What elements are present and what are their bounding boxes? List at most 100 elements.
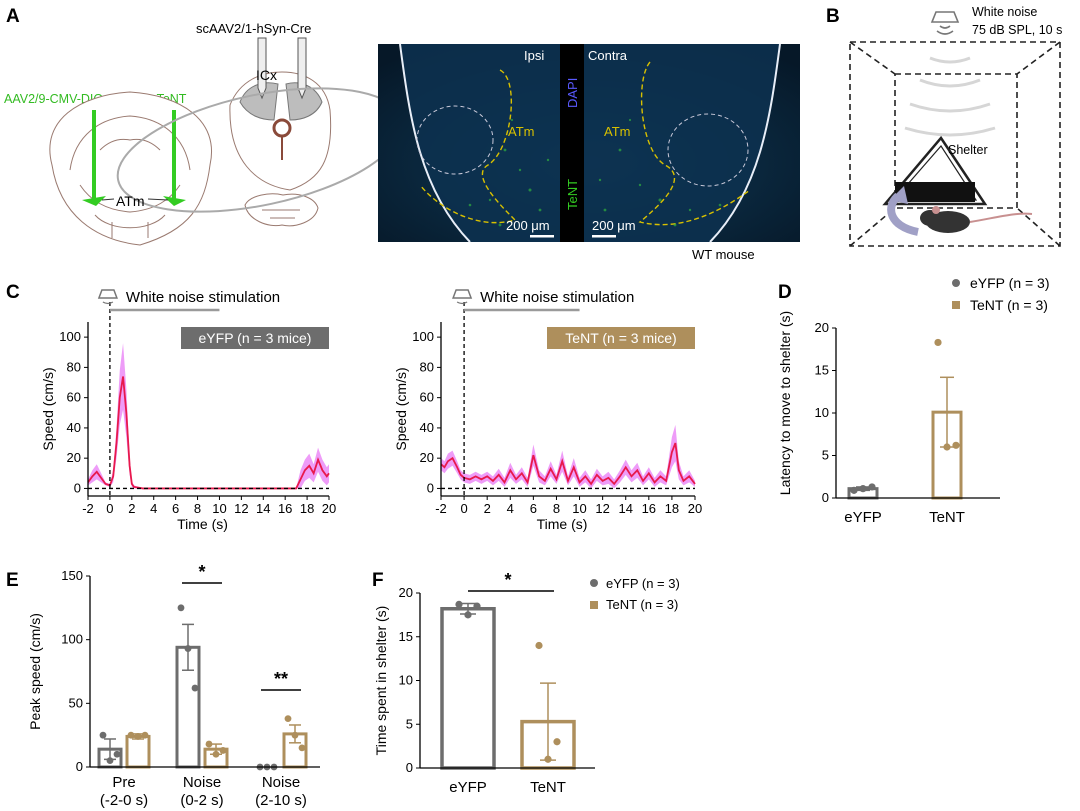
panel-letter-e: E	[6, 570, 19, 591]
y-tick-label: 20	[420, 450, 434, 465]
data-point	[952, 441, 960, 449]
x-tick-label: 0	[106, 501, 113, 516]
micro-atm-right: ATm	[604, 124, 630, 139]
micro-scale-right: 200 μm	[592, 218, 636, 233]
y-tick-label: 80	[420, 359, 434, 374]
x-tick-label: 4	[507, 501, 514, 516]
x-group-sublabel: (2-10 s)	[255, 792, 307, 809]
x-tick-label: 12	[234, 501, 248, 516]
x-tick-label: 18	[665, 501, 679, 516]
data-point	[455, 600, 463, 608]
legend-box-label: eYFP (n = 3 mice)	[199, 330, 312, 346]
y-tick-label: 5	[406, 716, 413, 731]
x-group-label: Noise	[183, 774, 221, 791]
y-tick-label: 10	[399, 673, 413, 688]
legend-marker-eyfp	[952, 279, 960, 287]
y-axis-label: Latency to move to shelter (s)	[777, 311, 793, 495]
x-axis-label: Time (s)	[177, 516, 228, 532]
legend-marker-eyfp	[590, 579, 598, 587]
micro-scale-left: 200 μm	[506, 218, 550, 233]
y-axis-label: Speed (cm/s)	[40, 367, 56, 450]
panel-letter-f: F	[372, 570, 384, 591]
x-category-label: TeNT	[929, 509, 965, 526]
y-tick-label: 0	[76, 759, 83, 774]
y-tick-label: 150	[61, 568, 83, 583]
data-point	[298, 744, 306, 752]
y-tick-label: 100	[412, 329, 434, 344]
chart-c-tent: White noise stimulation-2 0 2 4 6 8 10 12 14 16 18…	[393, 289, 702, 532]
data-point	[191, 684, 199, 692]
x-tick-label: 20	[322, 501, 336, 516]
x-axis-label: Time (s)	[537, 516, 588, 532]
data-point	[177, 604, 185, 612]
panel-letter-a: A	[6, 6, 20, 27]
data-point	[284, 715, 292, 723]
x-tick-label: 0	[460, 501, 467, 516]
speaker-icon	[930, 11, 960, 35]
y-tick-label: 0	[822, 490, 829, 505]
data-point	[212, 750, 220, 758]
data-point	[934, 338, 942, 347]
data-point	[127, 731, 135, 739]
stim-line-2: 75 dB SPL, 10 s	[972, 23, 1062, 37]
wt-mouse-label: WT mouse	[692, 247, 755, 262]
sem-band	[88, 343, 329, 489]
y-tick-label: 0	[74, 480, 81, 495]
mean-trace	[87, 376, 330, 490]
chart-d: eYFP TeNT 0 5 10 15 20 Latency to move to shelt…	[777, 275, 1050, 526]
legend-label-tent: TeNT (n = 3)	[606, 597, 678, 612]
data-point	[553, 738, 561, 746]
significance-marker: *	[504, 570, 511, 590]
panel-letter-c: C	[6, 282, 20, 303]
sound-waves	[904, 56, 996, 137]
chart-e: Pre(-2-0 s)Noise(0-2 s)*Noise(2-10 s)**0…	[27, 562, 320, 809]
data-point	[219, 747, 227, 754]
data-point	[141, 731, 149, 739]
y-tick-label: 60	[420, 390, 434, 405]
y-tick-label: 20	[67, 450, 81, 465]
x-tick-label: 14	[256, 501, 270, 516]
y-axis-label: Peak speed (cm/s)	[27, 613, 43, 730]
y-tick-label: 100	[61, 632, 83, 647]
panel-letter-b: B	[826, 6, 840, 27]
data-point	[535, 641, 543, 650]
x-tick-label: 6	[530, 501, 537, 516]
legend-box	[181, 327, 329, 349]
data-point	[544, 755, 552, 763]
data-point	[205, 740, 213, 748]
x-tick-label: 6	[172, 501, 179, 516]
virus-label-icx: scAAV2/1-hSyn-Cre	[196, 21, 311, 36]
significance-marker: **	[274, 669, 288, 689]
y-axis-label: Time spent in shelter (s)	[373, 606, 389, 756]
x-group-label: Pre	[112, 774, 135, 791]
y-tick-label: 50	[69, 695, 83, 710]
mouse-icon	[920, 206, 1033, 233]
x-tick-label: 8	[553, 501, 560, 516]
y-tick-label: 10	[815, 405, 829, 420]
legend-marker-tent	[590, 601, 598, 609]
data-point	[868, 483, 876, 491]
injection-pipettes	[82, 37, 307, 206]
x-tick-label: 20	[688, 501, 702, 516]
x-tick-label: 8	[194, 501, 201, 516]
stim-label: White noise stimulation	[480, 289, 634, 306]
x-group-sublabel: (0-2 s)	[180, 792, 223, 809]
data-point	[184, 645, 192, 652]
shelter-label: Shelter	[948, 143, 988, 157]
x-tick-label: 16	[278, 501, 292, 516]
x-tick-label: 2	[128, 501, 135, 516]
chart-f: eYFP TeNT * 0 5 10 15 20 Time spent in shelter (…	[373, 570, 680, 796]
y-tick-label: 15	[399, 629, 413, 644]
micro-tent: TeNT	[565, 179, 580, 210]
data-point	[106, 757, 114, 765]
legend-label-eyfp: eYFP (n = 3)	[970, 275, 1050, 291]
data-point	[113, 750, 121, 758]
x-group-label: Noise	[262, 774, 300, 791]
x-category-label: TeNT	[530, 779, 566, 796]
y-tick-label: 100	[59, 329, 81, 344]
y-tick-label: 80	[67, 359, 81, 374]
mean-trace	[440, 442, 696, 486]
micro-dapi: DAPI	[565, 78, 580, 108]
legend-label-eyfp: eYFP (n = 3)	[606, 576, 680, 591]
